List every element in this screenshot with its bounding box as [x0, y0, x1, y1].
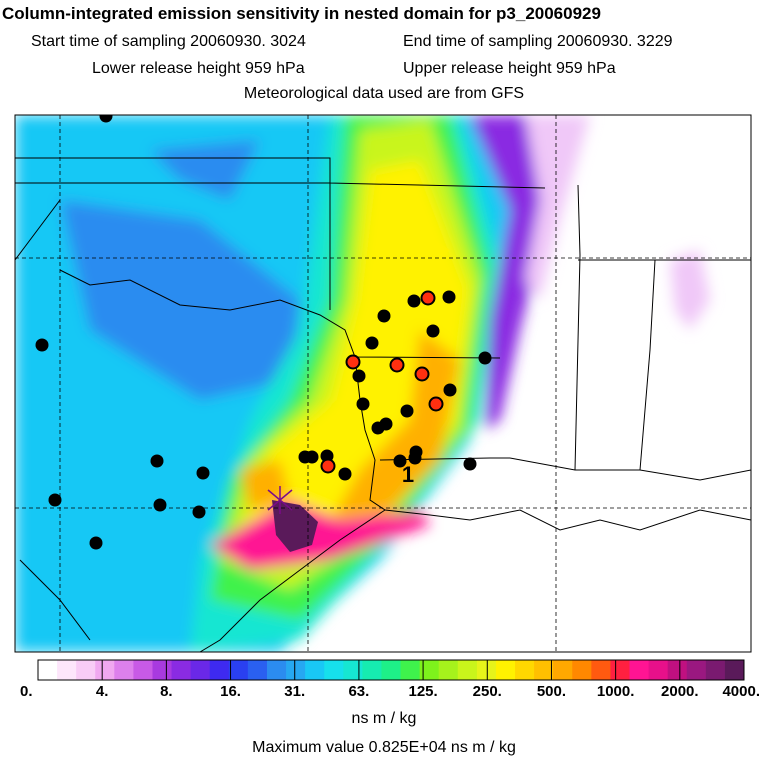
station-dot-black: [442, 290, 456, 304]
colorbar-tick-label: 63.: [348, 683, 369, 700]
station-dot-black: [305, 450, 319, 464]
map-field: 1: [15, 115, 751, 652]
met-data-text: Meteorological data used are from GFS: [243, 85, 525, 102]
station-dot-black: [352, 369, 366, 383]
colorbar-swatch: [38, 660, 58, 680]
colorbar-tick-labels: 0. 4. 8. 16. 31. 63. 125. 250. 500. 1000. 2000. 400…: [20, 660, 760, 700]
station-dot-black: [426, 324, 440, 338]
maximum-region: [272, 500, 318, 552]
colorbar-swatch: [476, 660, 497, 680]
station-dot-black: [99, 115, 113, 123]
colorbar-swatch: [400, 660, 421, 680]
station-dot-black: [371, 421, 385, 435]
map-frame: [14, 114, 752, 653]
colorbar-swatch: [610, 660, 631, 680]
colorbar-swatch: [114, 660, 134, 680]
colorbar-swatch: [667, 660, 688, 680]
colorbar-swatch: [591, 660, 611, 680]
end-time-text: End time of sampling 20060930. 3229: [403, 33, 673, 50]
graticule: [15, 115, 751, 652]
colorbar-swatch: [228, 660, 249, 680]
colorbar-tick-label: 4.: [96, 683, 109, 700]
station-dot-black: [153, 498, 167, 512]
colorbar-swatch: [515, 660, 535, 680]
station-dot-red: [414, 366, 430, 382]
stations: [35, 115, 492, 550]
station-dot-red: [428, 396, 444, 412]
colorbar-swatch: [343, 660, 363, 680]
station-dot-black: [407, 294, 421, 308]
colorbar-tick-label: 31.: [284, 683, 305, 700]
upper-release-text: Upper release height 959 hPa: [403, 60, 616, 77]
colorbar-units: ns m / kg: [351, 710, 417, 727]
colorbar-swatch: [133, 660, 153, 680]
station-dot-black: [365, 336, 379, 350]
station-dot-black: [35, 338, 49, 352]
station-dot-black: [48, 493, 62, 507]
colorbar-swatch: [95, 660, 115, 680]
colorbar-swatch: [286, 660, 306, 680]
boundaries: [15, 157, 751, 652]
colorbar-tick-label: 4000.: [722, 683, 760, 700]
station-dot-black: [478, 351, 492, 365]
maximum-value-text: Maximum value 0.825E+04 ns m / kg: [252, 739, 516, 756]
figure-title: Column-integrated emission sensitivity i…: [2, 4, 601, 23]
colorbar-swatch: [209, 660, 230, 680]
station-dot-black: [443, 383, 457, 397]
colorbar-swatch: [686, 660, 707, 680]
colorbar-swatch: [629, 660, 650, 680]
colorbar-tick-label: 16.: [220, 683, 241, 700]
colorbar-swatch: [171, 660, 192, 680]
colorbar-swatch: [76, 660, 96, 680]
colorbar-swatch: [362, 660, 382, 680]
station-dot-black: [400, 404, 414, 418]
colorbar-swatch: [648, 660, 669, 680]
colorbar-swatch: [705, 660, 726, 680]
station-dot-black: [89, 536, 103, 550]
colorbar-swatch: [419, 660, 440, 680]
colorbar: [37, 659, 745, 681]
colorbar-swatch: [266, 660, 287, 680]
colorbar-swatch: [495, 660, 516, 680]
colorbar-swatch: [553, 660, 573, 680]
colorbar-swatch: [305, 660, 325, 680]
colorbar-swatch: [247, 660, 268, 680]
colorbar-swatch: [381, 660, 402, 680]
colorbar-tick-label: 500.: [537, 683, 566, 700]
colorbar-swatch: [324, 660, 344, 680]
station-dot-black: [356, 397, 370, 411]
station-dot-black: [150, 454, 164, 468]
station-dot-black: [463, 457, 477, 471]
station-dot-black: [393, 454, 407, 468]
station-dot-red: [345, 354, 361, 370]
release-marker-label: 1: [402, 462, 414, 487]
colorbar-tick-label: 2000.: [661, 683, 699, 700]
lower-release-text: Lower release height 959 hPa: [92, 60, 305, 77]
colorbar-tick-label: 8.: [160, 683, 173, 700]
colorbar-tick-label: 1000.: [597, 683, 635, 700]
station-dot-black: [196, 466, 210, 480]
station-dot-red: [389, 357, 405, 373]
colorbar-swatch: [724, 660, 745, 680]
colorbar-tick-label: 0.: [20, 683, 33, 700]
release-point-icon: [267, 486, 293, 514]
start-time-text: Start time of sampling 20060930. 3024: [31, 33, 306, 50]
station-dot-black: [192, 505, 206, 519]
colorbar-swatch: [457, 660, 478, 680]
colorbar-tick-label: 250.: [473, 683, 502, 700]
colorbar-tick-label: 125.: [408, 683, 437, 700]
station-dot-black: [408, 451, 422, 465]
colorbar-swatch: [534, 660, 554, 680]
colorbar-swatch: [57, 660, 77, 680]
colorbar-swatch: [572, 660, 592, 680]
colorbar-swatch: [438, 660, 459, 680]
station-dot-red: [320, 458, 336, 474]
colorbar-swatch: [190, 660, 211, 680]
station-dot-red: [420, 290, 436, 306]
station-dot-black: [377, 309, 391, 323]
colorbar-swatch: [152, 660, 173, 680]
station-dot-black: [338, 467, 352, 481]
